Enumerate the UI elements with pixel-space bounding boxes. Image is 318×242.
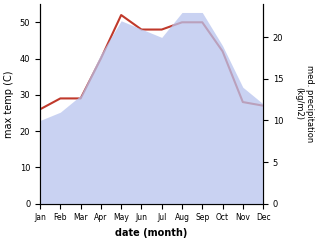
- X-axis label: date (month): date (month): [115, 228, 188, 238]
- Y-axis label: max temp (C): max temp (C): [4, 70, 14, 138]
- Y-axis label: med. precipitation
(kg/m2): med. precipitation (kg/m2): [294, 65, 314, 143]
